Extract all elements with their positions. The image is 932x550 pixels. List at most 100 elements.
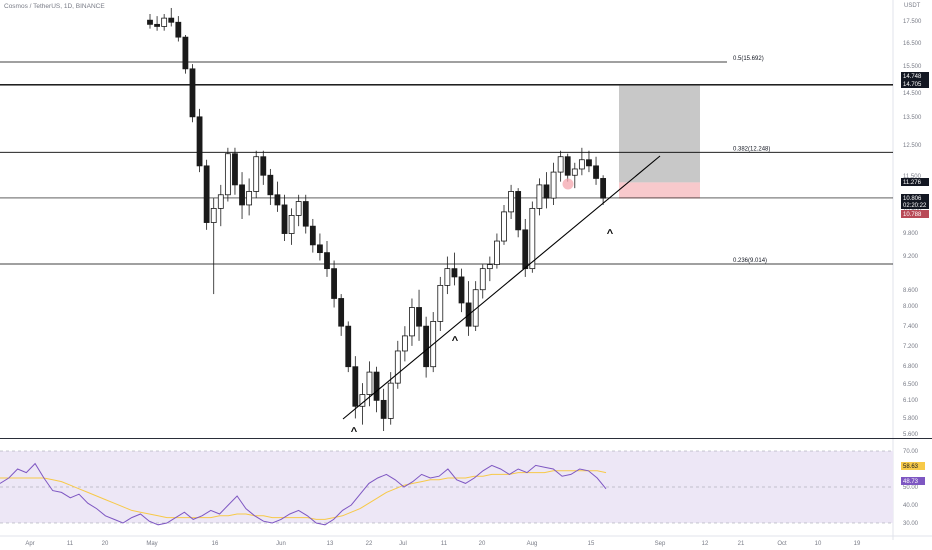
rsi-badge-label: 48.73 [903,479,919,485]
y-tick-label: 9.200 [903,254,919,260]
candle-body [486,264,493,270]
x-tick-label: 22 [366,541,373,547]
candle-body [210,207,217,223]
rsi-tick-label: 40.00 [903,503,919,509]
candle-body [515,191,522,231]
y-tick-label: 14.500 [903,91,922,97]
price-badge [901,178,929,186]
candle-body [246,191,253,206]
x-tick-label: 11 [441,541,448,547]
candle-body [366,371,373,395]
candle-body [444,268,451,286]
price-badge-label: 10.806 [903,196,922,202]
candle-body [494,240,500,265]
price-badge [901,201,929,209]
price-badge [901,72,929,80]
x-tick-label: 11 [67,541,74,547]
rsi-tick-label: 50.00 [903,485,919,491]
candle-body [161,17,168,27]
candle-body [309,225,316,246]
candle-body [557,156,564,173]
x-tick-label: Jul [399,541,407,547]
candle-body [295,201,302,216]
y-tick-label: 7.200 [903,344,919,350]
rsi-tick-label: 70.00 [903,449,919,455]
price-badge-label: 11.276 [903,180,922,186]
candle-body [324,252,330,270]
x-tick-label: 21 [738,541,745,547]
candle-body [409,307,415,337]
price-badge [901,210,929,218]
price-badge-label: 02:20:22 [903,203,927,209]
x-tick-label: 20 [479,541,486,547]
candle-body [387,382,394,419]
candle-body [508,191,514,213]
candle-body [543,184,550,199]
candle-body [536,184,543,209]
candle-body [373,371,380,401]
candle-body [345,325,352,368]
candle-body [274,194,281,206]
y-tick-label: 6.800 [903,364,919,370]
price-badge-label: 14.748 [903,74,922,80]
candle-body [578,159,585,170]
x-tick-label: 10 [815,541,822,547]
candle-body [317,244,323,254]
candle-body [154,23,160,27]
x-tick-label: 15 [588,541,595,547]
candle-body [338,298,345,327]
marker-label: ^ [607,228,614,240]
candle-body [564,156,571,176]
candle-body [302,201,309,227]
candle-body [586,159,592,167]
candle-body [593,165,599,179]
target-zone [619,85,700,183]
candle-body [423,325,430,368]
candle-body [288,215,295,234]
y-tick-label: 9.800 [903,231,919,237]
y-tick-label: 6.100 [903,398,919,404]
y-tick-label: 15.500 [903,64,922,70]
candle-body [331,268,337,299]
candle-body [600,178,607,199]
rsi-badge-label: 58.63 [903,464,919,470]
y-tick-label: 8.600 [903,288,919,294]
candle-body [416,307,422,327]
x-tick-label: Jun [276,541,286,547]
candle-body [196,116,203,167]
candle-body [451,268,458,278]
candle-body [239,184,245,206]
fib-label: 0.382(12.248) [733,146,770,152]
y-tick-label: 13.500 [903,115,922,121]
rsi-tick-label: 30.00 [903,521,919,527]
rsi-line [0,462,607,526]
candle-body [529,207,536,270]
candle-body [522,229,529,270]
chart-title: Cosmos / TetherUS, 1D, BINANCE [4,3,105,10]
marker-label: ^ [452,335,459,347]
rsi-badge [901,462,925,470]
candle-body [224,153,231,196]
rsi-badge [901,477,925,485]
candle-body [189,68,196,118]
candle-body [253,156,260,192]
candle-body [394,350,401,384]
y-tick-label: 7.400 [903,324,919,330]
candle-body [175,21,182,38]
y-tick-label: 11.500 [903,174,922,180]
candle-body [260,156,267,176]
candle-body [479,268,486,291]
candle-body [472,289,479,327]
price-badge-label: 14.705 [903,82,922,88]
rsi-ma-line [0,470,607,520]
x-tick-label: Sep [655,541,666,547]
marker-label: ^ [351,426,358,438]
x-tick-label: 20 [102,541,109,547]
candle-body [437,284,444,322]
currency-label: USDT [904,3,921,9]
candle-body [182,36,189,70]
price-badge [901,194,929,202]
x-tick-label: 13 [327,541,334,547]
y-tick-label: 5.600 [903,432,919,438]
